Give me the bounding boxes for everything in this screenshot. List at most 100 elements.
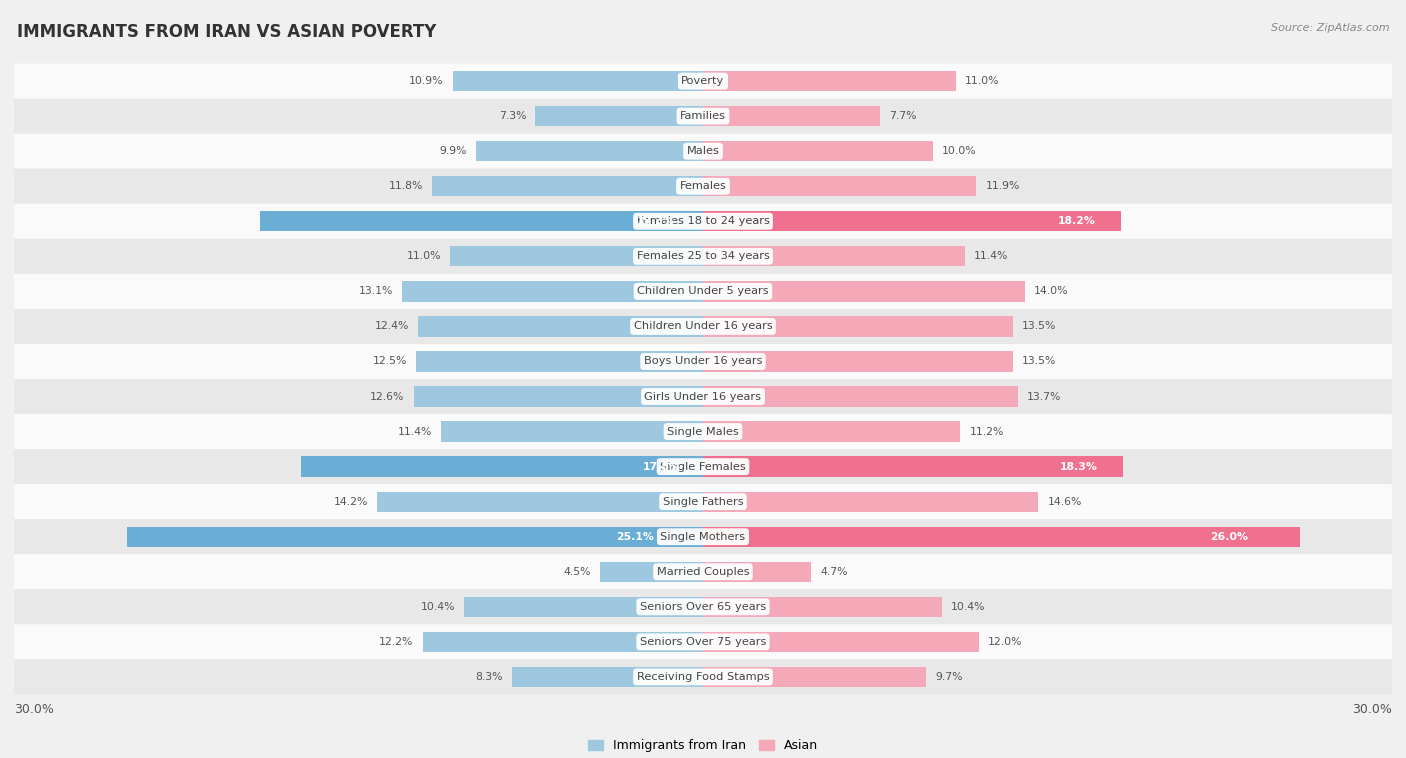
Bar	[703, 141, 932, 161]
Bar	[703, 631, 979, 652]
Text: Single Females: Single Females	[661, 462, 745, 471]
FancyBboxPatch shape	[14, 169, 1392, 204]
Bar	[402, 281, 703, 302]
FancyBboxPatch shape	[14, 309, 1392, 344]
Text: 10.0%: 10.0%	[942, 146, 976, 156]
Text: 13.5%: 13.5%	[1022, 321, 1056, 331]
Text: Males: Males	[686, 146, 720, 156]
FancyBboxPatch shape	[14, 519, 1392, 554]
Text: 11.0%: 11.0%	[406, 252, 441, 262]
Bar	[703, 71, 956, 91]
Text: 14.0%: 14.0%	[1033, 287, 1069, 296]
Text: 4.5%: 4.5%	[562, 567, 591, 577]
Text: Children Under 5 years: Children Under 5 years	[637, 287, 769, 296]
Text: Females 18 to 24 years: Females 18 to 24 years	[637, 216, 769, 227]
Text: 14.6%: 14.6%	[1047, 496, 1081, 506]
Bar	[703, 246, 965, 267]
Text: 9.9%: 9.9%	[439, 146, 467, 156]
FancyBboxPatch shape	[14, 99, 1392, 133]
Text: 13.7%: 13.7%	[1026, 392, 1062, 402]
FancyBboxPatch shape	[14, 659, 1392, 694]
Bar	[301, 456, 703, 477]
Text: 11.9%: 11.9%	[986, 181, 1019, 191]
Text: 19.3%: 19.3%	[637, 216, 675, 227]
FancyBboxPatch shape	[14, 274, 1392, 309]
FancyBboxPatch shape	[14, 344, 1392, 379]
Text: Single Males: Single Males	[666, 427, 740, 437]
Bar	[599, 562, 703, 582]
Text: Poverty: Poverty	[682, 76, 724, 86]
FancyBboxPatch shape	[14, 554, 1392, 589]
Bar	[127, 527, 703, 547]
Bar	[703, 316, 1012, 337]
Text: 17.5%: 17.5%	[643, 462, 681, 471]
FancyBboxPatch shape	[14, 484, 1392, 519]
Bar	[703, 667, 925, 687]
Bar	[441, 421, 703, 442]
FancyBboxPatch shape	[14, 589, 1392, 625]
Text: 8.3%: 8.3%	[475, 672, 503, 682]
Text: 11.4%: 11.4%	[398, 427, 432, 437]
Text: 30.0%: 30.0%	[1353, 703, 1392, 716]
Text: Single Fathers: Single Fathers	[662, 496, 744, 506]
Bar	[703, 211, 1121, 231]
Text: 30.0%: 30.0%	[14, 703, 53, 716]
Text: Females 25 to 34 years: Females 25 to 34 years	[637, 252, 769, 262]
Text: IMMIGRANTS FROM IRAN VS ASIAN POVERTY: IMMIGRANTS FROM IRAN VS ASIAN POVERTY	[17, 23, 436, 41]
FancyBboxPatch shape	[14, 449, 1392, 484]
Text: 12.2%: 12.2%	[380, 637, 413, 647]
FancyBboxPatch shape	[14, 64, 1392, 99]
Bar	[432, 176, 703, 196]
Text: 12.4%: 12.4%	[374, 321, 409, 331]
Text: 13.1%: 13.1%	[359, 287, 392, 296]
Bar	[536, 106, 703, 127]
Bar	[450, 246, 703, 267]
Text: 13.5%: 13.5%	[1022, 356, 1056, 366]
FancyBboxPatch shape	[14, 133, 1392, 169]
Text: Families: Families	[681, 111, 725, 121]
Bar	[475, 141, 703, 161]
Text: Married Couples: Married Couples	[657, 567, 749, 577]
Text: Seniors Over 75 years: Seniors Over 75 years	[640, 637, 766, 647]
Bar	[260, 211, 703, 231]
Text: 18.3%: 18.3%	[1060, 462, 1098, 471]
Text: Single Mothers: Single Mothers	[661, 531, 745, 542]
FancyBboxPatch shape	[14, 625, 1392, 659]
Text: 26.0%: 26.0%	[1211, 531, 1249, 542]
Text: 11.0%: 11.0%	[965, 76, 1000, 86]
Bar	[418, 316, 703, 337]
Text: 25.1%: 25.1%	[617, 531, 654, 542]
Bar	[453, 71, 703, 91]
Bar	[377, 491, 703, 512]
Bar	[423, 631, 703, 652]
Text: 7.7%: 7.7%	[889, 111, 917, 121]
Text: Girls Under 16 years: Girls Under 16 years	[644, 392, 762, 402]
Text: 4.7%: 4.7%	[820, 567, 848, 577]
Text: Children Under 16 years: Children Under 16 years	[634, 321, 772, 331]
Bar	[413, 387, 703, 407]
Bar	[512, 667, 703, 687]
Text: Boys Under 16 years: Boys Under 16 years	[644, 356, 762, 366]
Bar	[703, 176, 976, 196]
Bar	[703, 597, 942, 617]
Text: 10.4%: 10.4%	[950, 602, 986, 612]
Bar	[703, 281, 1025, 302]
Text: 10.9%: 10.9%	[409, 76, 443, 86]
Text: 12.6%: 12.6%	[370, 392, 405, 402]
Text: 12.5%: 12.5%	[373, 356, 406, 366]
Bar	[703, 456, 1123, 477]
Text: 14.2%: 14.2%	[333, 496, 368, 506]
Text: 10.4%: 10.4%	[420, 602, 456, 612]
Legend: Immigrants from Iran, Asian: Immigrants from Iran, Asian	[583, 735, 823, 757]
Bar	[703, 421, 960, 442]
Bar	[416, 351, 703, 371]
Text: Females: Females	[679, 181, 727, 191]
Text: 11.8%: 11.8%	[388, 181, 423, 191]
Bar	[703, 351, 1012, 371]
Text: 11.4%: 11.4%	[974, 252, 1008, 262]
Bar	[703, 387, 1018, 407]
Text: 7.3%: 7.3%	[499, 111, 526, 121]
Bar	[464, 597, 703, 617]
Text: 18.2%: 18.2%	[1059, 216, 1097, 227]
FancyBboxPatch shape	[14, 414, 1392, 449]
